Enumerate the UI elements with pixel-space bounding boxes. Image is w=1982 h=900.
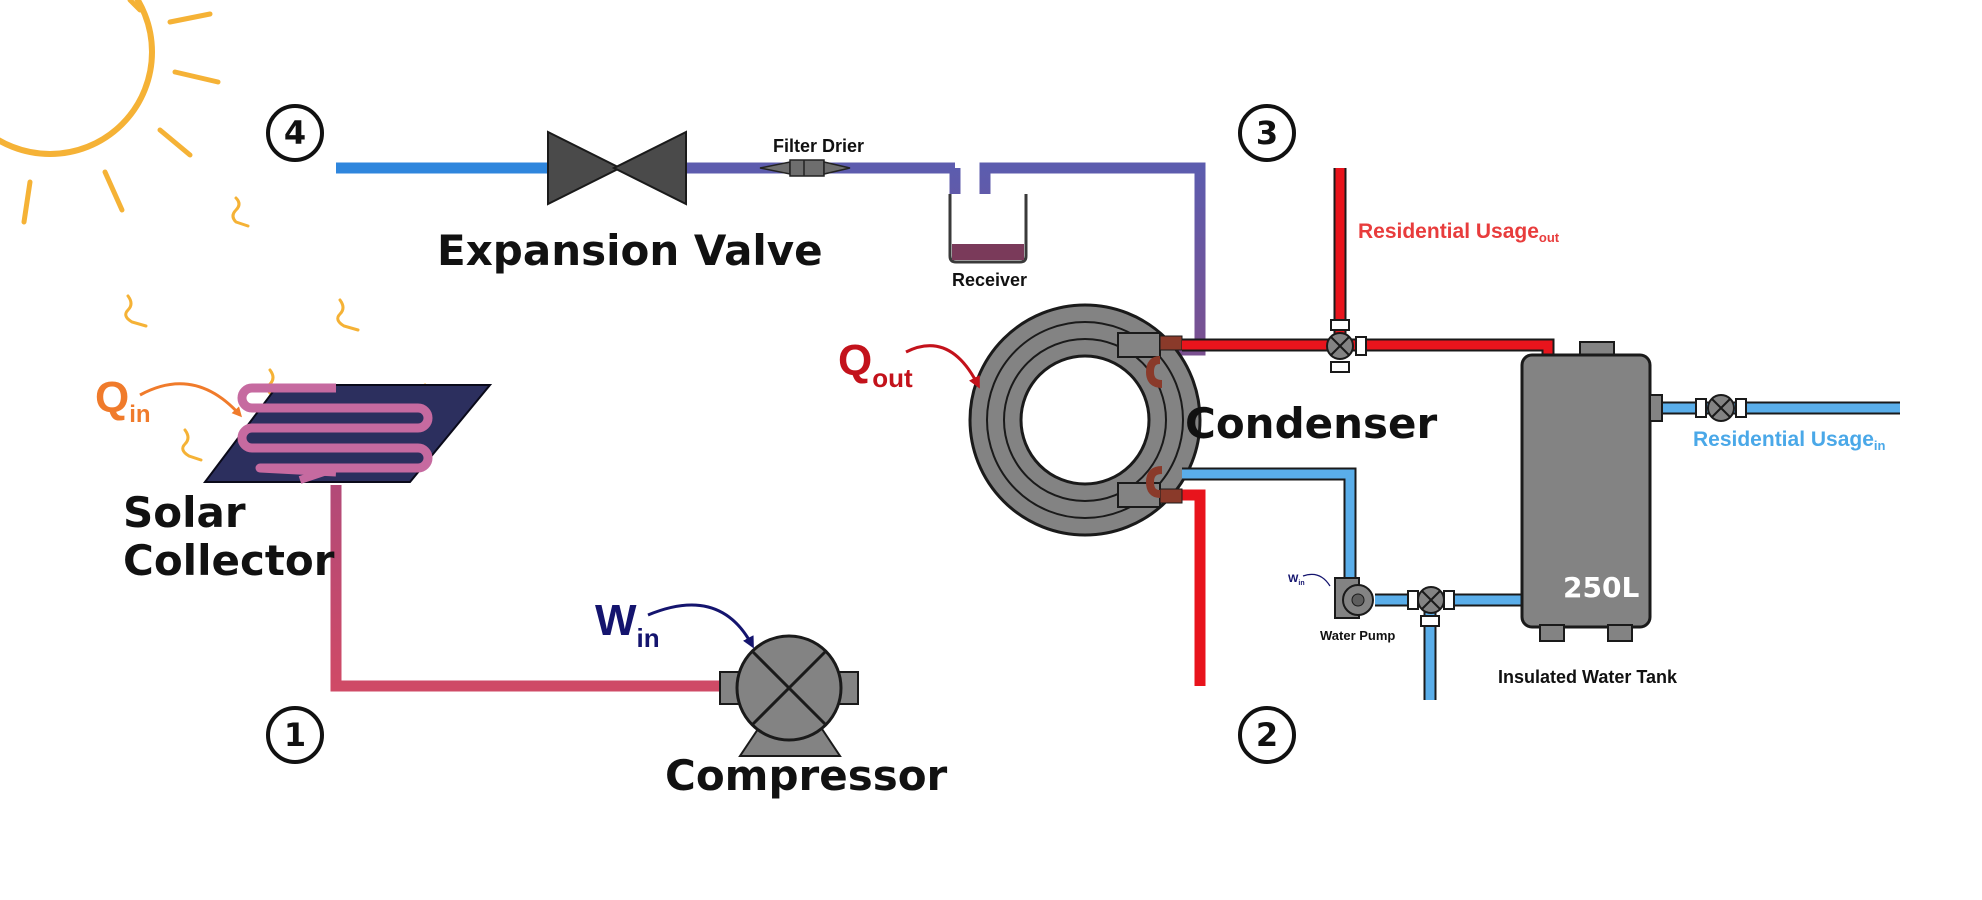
residential-usage-out-label: Residential Usageout [1358,220,1560,245]
w-in-annotation: Win [595,596,754,653]
q-in-annotation: Qin [95,373,243,428]
sun-icon [0,0,221,225]
receiver-label: Receiver [952,270,1027,290]
insulated-water-tank-label: Insulated Water Tank [1498,667,1678,687]
expansion-valve-label: Expansion Valve [437,226,823,275]
water-pump-icon [1334,577,1374,619]
svg-text:Win: Win [595,596,660,653]
solar-collector [202,383,493,484]
svg-text:3: 3 [1256,114,1278,152]
valve-icon [1326,319,1367,373]
receiver-icon [948,194,1028,264]
tank-capacity-label: 250L [1563,571,1639,604]
state-point-4: 4 [266,104,324,162]
state-point-3: 3 [1238,104,1296,162]
solar-collector-label-line1: Solar [123,488,246,537]
valve-icon [1695,394,1747,422]
svg-text:Qout: Qout [838,336,913,393]
compressor-label: Compressor [665,751,948,800]
condenser-label: Condenser [1185,399,1438,448]
pump-w-in-annotation: Win [1288,573,1331,587]
solar-collector-label-line2: Collector [123,536,335,585]
water-tank-icon [1520,341,1663,642]
condenser-icon [968,303,1202,537]
state-point-2: 2 [1238,706,1296,764]
water-pump-label: Water Pump [1320,628,1395,643]
svg-text:1: 1 [284,716,306,754]
filter-drier-icon [759,159,851,177]
svg-text:Win: Win [1288,573,1305,587]
valve-icon [1407,586,1455,627]
state-point-1: 1 [266,706,324,764]
q-out-annotation: Qout [838,336,980,393]
compressor-icon [719,634,859,757]
filter-drier-label: Filter Drier [773,136,864,156]
svg-text:Qin: Qin [95,373,151,428]
residential-usage-in-label: Residential Usagein [1693,428,1886,453]
svg-text:2: 2 [1256,716,1278,754]
expansion-valve-icon [547,130,687,206]
svg-text:4: 4 [284,114,306,152]
